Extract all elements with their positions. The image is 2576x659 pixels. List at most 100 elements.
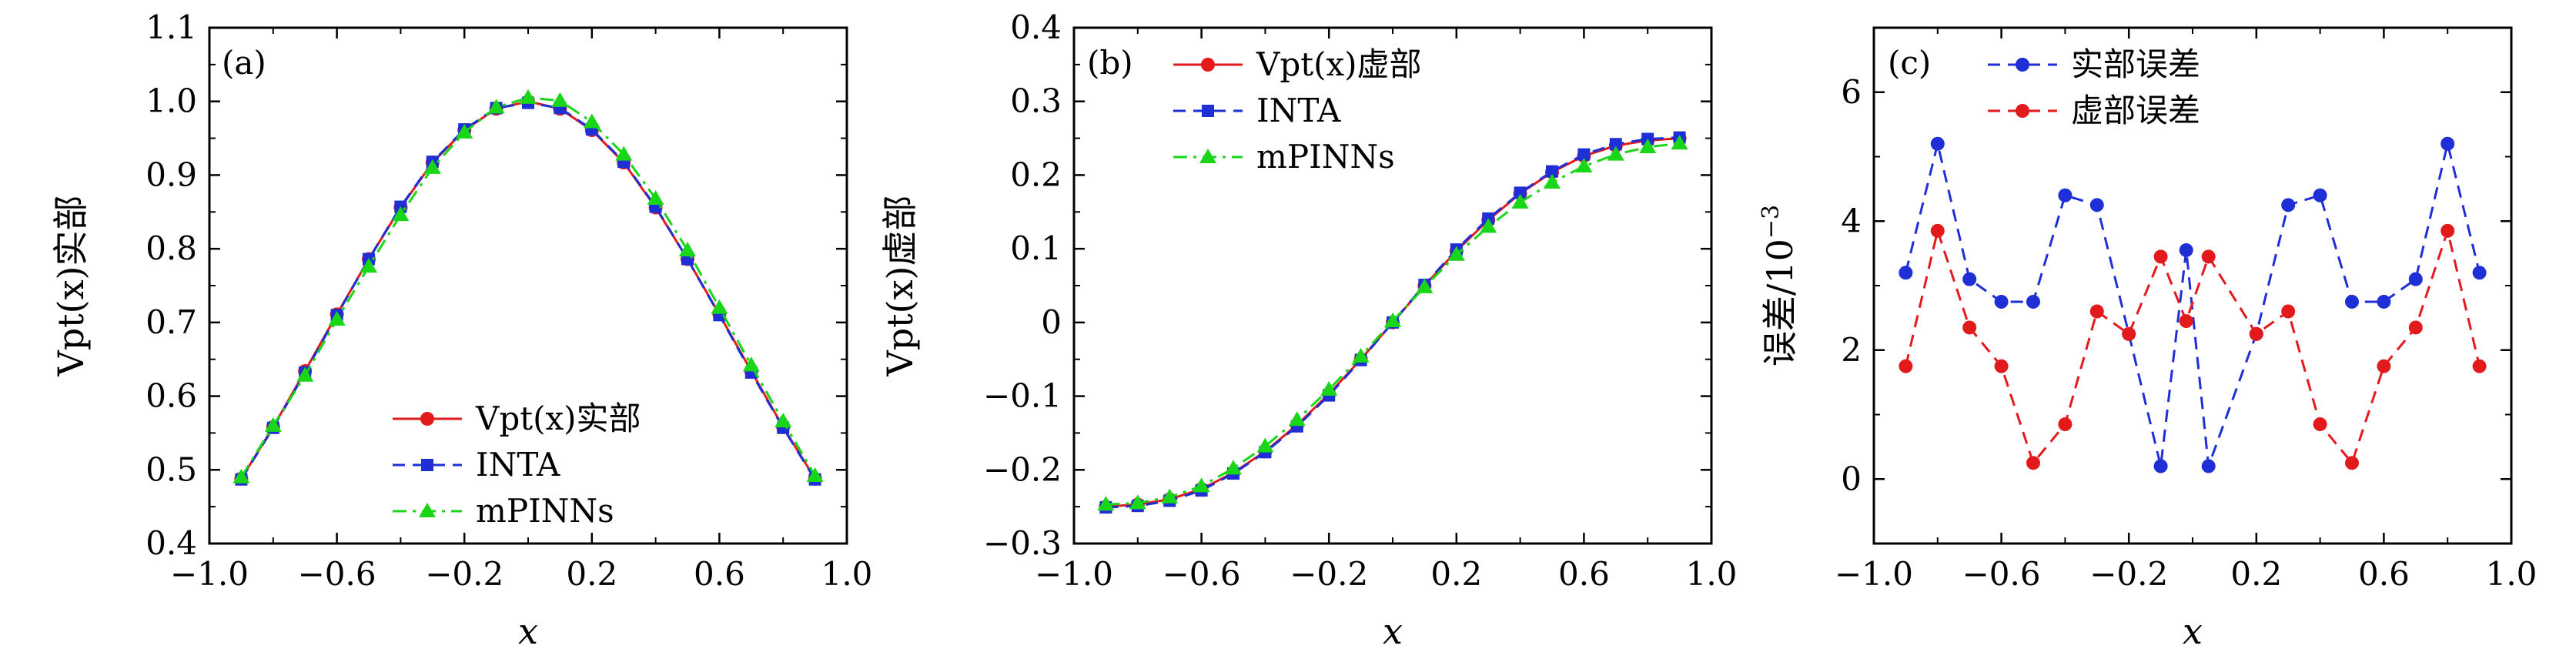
data-point: [2153, 249, 2168, 264]
data-point: [2472, 359, 2487, 373]
data-point: [1962, 320, 1977, 335]
panel-b: −1.0 −0.6 −0.2 0.2 0.6 1.0 −0.3 −0.2 −0.1 0 0.1 0.2…: [879, 8, 1737, 652]
legend-marker: [420, 412, 434, 426]
data-point: [1416, 278, 1434, 293]
legend-label: mPINNs: [1256, 138, 1395, 176]
data-point: [328, 311, 346, 326]
data-point: [615, 146, 633, 161]
data-point: [1930, 136, 1945, 151]
data-point: [1256, 437, 1274, 453]
y-tick-label: 6: [1841, 73, 1862, 111]
y-tick-label: 0.2: [1010, 156, 1062, 193]
data-point: [2058, 188, 2073, 202]
y-tick-label: 0.8: [146, 229, 197, 267]
legend-marker: [419, 503, 436, 517]
x-tick-label: 0.2: [566, 555, 617, 593]
data-point: [2345, 456, 2359, 470]
data-point: [1994, 294, 2009, 309]
data-point: [2089, 304, 2104, 319]
data-point: [296, 366, 314, 382]
legend-label: Vpt(x)实部: [475, 400, 641, 437]
data-point: [711, 299, 728, 314]
data-point: [1962, 272, 1977, 286]
legend-marker: [1201, 58, 1215, 72]
data-point: [456, 123, 473, 139]
data-point: [583, 113, 601, 129]
legend-label: INTA: [476, 446, 560, 483]
data-point: [1609, 138, 1622, 151]
data-point: [2313, 417, 2327, 432]
y-tick-label: −0.3: [983, 524, 1062, 562]
x-tick-label: −1.0: [1035, 555, 1113, 593]
x-tick-label: 1.0: [1686, 555, 1738, 593]
panel-c: −1.0 −0.6 −0.2 0.2 0.6 1.0 0 2 4 6 x 误差/10−3 (c) 实部误差…: [1758, 26, 2538, 652]
y-tick-label: 0.3: [1010, 82, 1062, 120]
data-point: [2345, 294, 2359, 309]
data-point: [360, 258, 377, 273]
legend-entry: Vpt(x)实部: [393, 400, 641, 437]
data-point: [2281, 304, 2296, 319]
legend-entry: Vpt(x)虚部: [1173, 45, 1422, 83]
data-point: [1511, 193, 1529, 209]
y-tick-label: 1.0: [146, 82, 197, 120]
legend-marker: [2016, 58, 2029, 72]
data-point: [774, 413, 792, 428]
y-tick-label: 2: [1841, 331, 1862, 369]
x-tick-label: 1.0: [2486, 555, 2538, 593]
data-point: [2377, 359, 2391, 373]
data-point: [1352, 347, 1370, 363]
x-axis-title: x: [1383, 610, 1403, 652]
y-tick-label: 0.6: [146, 377, 197, 415]
data-point: [2179, 314, 2193, 329]
x-tick-label: −0.6: [1163, 555, 1241, 593]
legend-marker: [421, 459, 433, 471]
data-point: [1899, 266, 1913, 280]
data-point: [2377, 294, 2391, 309]
legend-label: Vpt(x)虚部: [1256, 45, 1422, 83]
legend-entry: mPINNs: [393, 492, 614, 530]
data-point: [1320, 380, 1338, 396]
legend-label: mPINNs: [476, 492, 614, 530]
data-point: [2026, 294, 2040, 309]
y-tick-label: −0.1: [983, 377, 1062, 415]
data-point: [1384, 312, 1401, 327]
data-point: [2441, 223, 2455, 238]
data-point: [742, 356, 760, 372]
panel-label: (a): [222, 44, 266, 82]
y-tick-label: 4: [1841, 202, 1862, 239]
x-tick-label: 0.6: [1558, 555, 1610, 593]
panel-label: (b): [1087, 44, 1133, 82]
data-point: [233, 468, 250, 483]
data-point: [647, 190, 664, 206]
data-point: [1544, 174, 1561, 189]
y-tick-label: 1.1: [146, 8, 197, 46]
y-tick-label: 0.5: [146, 450, 197, 488]
legend-entry: 实部误差: [1988, 45, 2200, 83]
data-point: [1193, 477, 1210, 493]
y-tick-label: 0: [1841, 460, 1862, 497]
x-tick-label: 0.6: [694, 555, 745, 593]
y-tick-label: 0.4: [146, 524, 197, 562]
x-tick-label: −0.2: [2089, 555, 2168, 593]
data-point: [2058, 417, 2073, 432]
data-point: [2089, 198, 2104, 212]
x-tick-label: −1.0: [1835, 555, 1913, 593]
x-tick-label: 0.6: [2358, 555, 2410, 593]
data-point: [1546, 165, 1558, 178]
x-tick-label: 0.2: [2230, 555, 2282, 593]
data-point: [2441, 136, 2455, 151]
data-point: [1575, 157, 1593, 172]
legend-entry: INTA: [1173, 92, 1341, 129]
legend-label: INTA: [1256, 92, 1341, 129]
x-tick-label: −0.6: [298, 555, 376, 593]
data-point: [1994, 359, 2009, 373]
data-point: [264, 416, 282, 432]
x-tick-label: −0.2: [425, 555, 503, 593]
data-point: [1225, 460, 1242, 475]
x-tick-label: 1.0: [821, 555, 873, 593]
legend-entry: 虚部误差: [1988, 92, 2200, 129]
data-point: [520, 89, 537, 104]
x-tick-label: −0.6: [1962, 555, 2041, 593]
data-point: [1639, 139, 1657, 154]
